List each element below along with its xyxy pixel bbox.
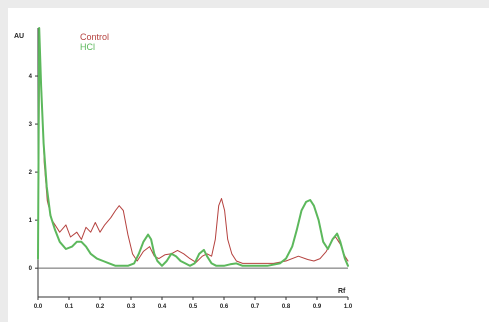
x-tick-label: 0.8 bbox=[282, 304, 291, 310]
y-tick-label: 2 bbox=[29, 170, 33, 176]
x-tick-label: 0.0 bbox=[34, 304, 43, 310]
x-tick-label: 0.1 bbox=[65, 304, 74, 310]
y-tick-label: 4 bbox=[29, 74, 33, 80]
x-tick-label: 0.2 bbox=[96, 304, 105, 310]
y-axis-title: AU bbox=[14, 33, 24, 40]
y-tick-label: 1 bbox=[29, 218, 33, 224]
series-line-control bbox=[37, 46, 349, 264]
x-tick-label: 0.3 bbox=[127, 304, 136, 310]
x-tick-label: 0.7 bbox=[251, 304, 260, 310]
legend-entry-control: Control bbox=[80, 32, 109, 42]
axis-labels: AU Rf bbox=[14, 33, 346, 295]
x-tick-label: 0.4 bbox=[158, 304, 167, 310]
legend-entry-hcl: HCl bbox=[80, 42, 95, 52]
legend: Control HCl bbox=[80, 32, 109, 52]
series bbox=[37, 27, 349, 267]
ticks: 0.0 0.1 0.2 0.3 0.4 0.5 0.6 0.7 0.8 0.9 1.0 0 1 2 3 4 bbox=[29, 74, 353, 310]
series-line-hcl bbox=[37, 27, 349, 267]
x-axis-title: Rf bbox=[338, 288, 346, 295]
rf-au-line-chart: 0.0 0.1 0.2 0.3 0.4 0.5 0.6 0.7 0.8 0.9 1.0 0 1 2 3 4 A… bbox=[14, 27, 353, 310]
axes bbox=[37, 28, 348, 298]
x-tick-label: 0.9 bbox=[313, 304, 322, 310]
y-tick-label: 3 bbox=[29, 122, 33, 128]
chart-panel: 0.0 0.1 0.2 0.3 0.4 0.5 0.6 0.7 0.8 0.9 1.0 0 1 2 3 4 A… bbox=[8, 8, 489, 322]
x-tick-label: 0.5 bbox=[189, 304, 198, 310]
y-tick-label: 0 bbox=[29, 266, 33, 272]
x-tick-label: 0.6 bbox=[220, 304, 229, 310]
x-tick-label: 1.0 bbox=[344, 304, 353, 310]
